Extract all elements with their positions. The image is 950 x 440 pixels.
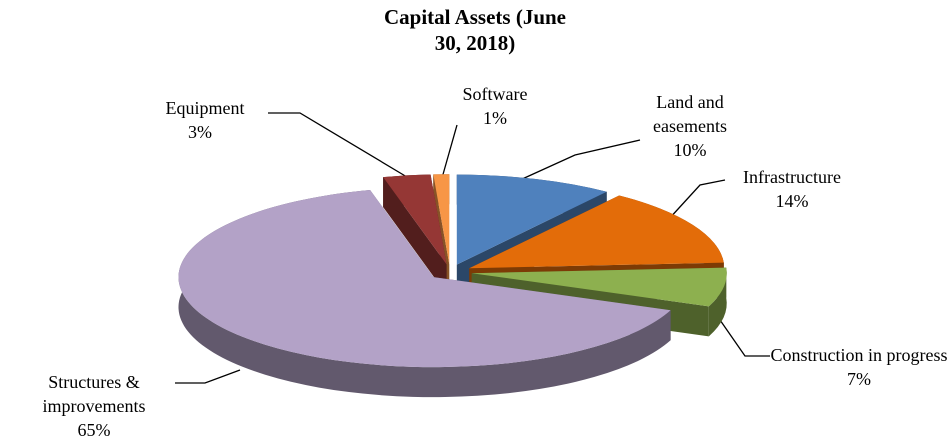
label-construction: Construction in progress 7% xyxy=(770,343,948,391)
category-label: Infrastructure xyxy=(743,167,841,187)
slice-top xyxy=(433,174,450,265)
category-label: Software xyxy=(462,84,528,104)
slices xyxy=(178,174,727,398)
label-software: Software 1% xyxy=(420,82,570,130)
label-equipment: Equipment 3% xyxy=(130,96,280,144)
value-label: 1% xyxy=(483,108,507,128)
value-label: 7% xyxy=(847,369,871,389)
slice-edge-wall xyxy=(383,177,447,295)
label-land: Land and easements 10% xyxy=(635,90,745,162)
leader-line xyxy=(719,319,770,357)
category-label: Land and easements xyxy=(653,92,727,136)
leader-line xyxy=(175,369,241,384)
slice xyxy=(178,189,671,398)
value-label: 14% xyxy=(775,191,809,211)
category-label: Construction in progress xyxy=(770,345,948,365)
slice-top xyxy=(383,174,447,265)
slice xyxy=(383,174,447,295)
slice-top xyxy=(178,189,671,368)
leader-line xyxy=(268,112,413,181)
chart-title: Capital Assets (June 30, 2018) xyxy=(0,4,950,56)
category-label: Structures & improvements xyxy=(42,372,146,416)
slice-top xyxy=(456,174,607,265)
leader-line xyxy=(667,179,726,221)
value-label: 65% xyxy=(77,420,111,440)
title-text: Capital Assets (June 30, 2018) xyxy=(383,5,567,55)
category-label: Equipment xyxy=(165,98,245,118)
label-infrastructure: Infrastructure 14% xyxy=(722,165,862,213)
label-structures: Structures & improvements 65% xyxy=(8,370,180,440)
value-label: 3% xyxy=(188,122,212,142)
slice-outer-wall xyxy=(708,267,727,337)
leader-line xyxy=(519,139,641,181)
slice-top xyxy=(469,195,724,269)
value-label: 10% xyxy=(673,140,707,160)
slice-top xyxy=(471,267,727,307)
leader-lines xyxy=(175,112,770,384)
